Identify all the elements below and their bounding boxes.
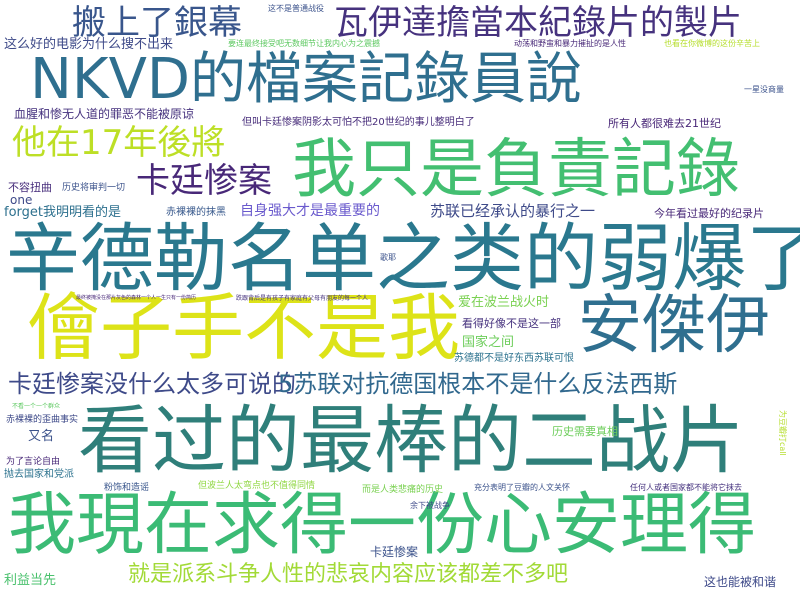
word-katyn-shadow: 但叫卡廷惨案阴影太可怕不把20世纪的事儿整明白了 [242,117,475,128]
word-aka: 又名 [28,429,55,444]
word-every-person: 跌跟背后是有孩子有家庭有父母有朋友的每一个人 [236,295,369,302]
word-history-judges: 历史将审判一切 [62,183,126,193]
word-andrzej: 安傑伊 [578,289,770,363]
word-nkvd-archivist: NKVD的檔案記錄員說 [30,47,583,112]
word-i-only-record: 我只是負責記錄 [292,133,740,207]
word-katyn-massacre: 卡廷惨案 [136,161,272,201]
word-interest-first: 利益当先 [4,573,57,588]
word-not-ordinary-battle: 这不是普通战役 [268,4,324,13]
word-even-harmonized: 这也能被和谐 [704,575,777,589]
word-masses: 不看一个一个群众 [12,403,61,410]
word-cannot-erase: 任何人或者国家都不能将它抹去 [630,483,742,492]
word-douban-care: 充分表明了豆瓣的人文关怀 [474,483,570,492]
word-schindlers-list: 辛德勒名单之类的弱爆了 [6,216,800,302]
word-beyond-parties: 抛去国家和党派 [4,469,74,480]
word-17-years-later: 他在17年後將 [12,123,226,163]
word-katyn-nothing-to-say: 卡廷惨案没什么太多可说的 [8,370,296,398]
word-weibo-effort: 也看在你微博的这份辛苦上 [664,39,760,48]
word-peace-of-mind: 我現在求得一份心安理得 [8,486,757,565]
word-turmoil-humanity: 动荡和野蛮和暴力摧扯的是人性 [514,39,626,48]
word-countless-details: 要连最终接受吧无数细节让我内心为之震撼 [228,39,380,48]
word-katyn-small: 卡廷惨案 [370,545,419,559]
word-crimes-unforgivable: 血腥和惨无人道的罪恶不能被原谅 [14,107,195,121]
word-love-in-wartime: 爱在波兰战火时 [458,295,550,310]
word-best-documentary-this-year: 今年看过最好的纪录片 [654,207,764,220]
word-best-ww2-film: 看过的最棒的二战片 [78,398,744,484]
word-one-star: 一星没商量 [744,85,784,94]
word-no-distortion: 不容扭曲 [8,181,52,194]
word-call-douban: 为豆瓣打call [778,410,787,456]
word-poles-no-sympathy: 但波兰人太弯点也不值得同情 [198,481,316,491]
word-wajda-producer: 瓦伊達擔當本紀錄片的製片 [334,3,742,43]
word-between-nations: 国家之间 [462,335,515,350]
word-not-the-executioner: 儈子手不是我 [28,286,461,370]
word-human-tragedy: 而是人类悲痛的历史 [362,485,444,495]
word-grey-forest: 最终被掩没在那片灰色的森林一个人一生只有一份简历 [76,295,197,301]
word-history-needs-truth: 历史需要真相 [552,425,618,438]
word-soviet-vs-germany: 5苏联对抗德国根本不是什么反法西斯 [278,370,678,398]
word-free-speech: 为了言论自由 [6,457,61,467]
word-neither-good: 苏德都不是好东西苏联可恨 [454,353,574,364]
word-forget: forget我明明看的是 [4,205,121,220]
word-song-ye: 歌耶 [380,253,396,262]
word-self-strength: 自身强大才是最重要的 [240,203,380,219]
word-whitewash: 粉饰和造谣 [104,483,150,493]
word-not-this-one: 看得好像不是这一部 [462,317,561,330]
word-brought-to-screen: 搬上了銀幕 [72,3,242,43]
word-admitted-atrocity: 苏联已经承认的暴行之一 [430,202,596,220]
word-distorting-facts: 赤裸裸的歪曲事实 [6,415,79,425]
word-remaining-war: 余下被战争 [410,501,450,510]
word-21st-century: 所有人都很难去21世纪 [608,117,721,130]
word-one: one [10,193,33,207]
word-factional-struggle: 就是派系斗争人性的悲哀内容应该都差不多吧 [128,562,569,587]
word-why-not-searchable: 这么好的电影为什么搜不出来 [4,37,174,52]
word-naked-smear: 赤裸裸的抹黑 [166,207,226,218]
